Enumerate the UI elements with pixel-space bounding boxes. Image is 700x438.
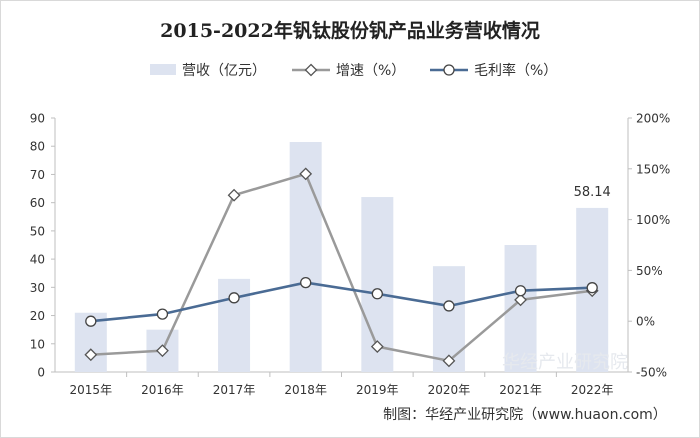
point-growth-rate xyxy=(84,348,98,362)
point-gross-margin xyxy=(443,300,455,312)
legend-swatch-revenue xyxy=(150,64,176,75)
point-growth-rate xyxy=(227,188,241,202)
source-note: 制图：华经产业研究院（www.huaon.com） xyxy=(383,407,667,423)
legend-swatch-growth-marker xyxy=(304,63,318,77)
right-axis-tick-label: 150% xyxy=(636,162,670,176)
x-axis-tick-label: 2016年 xyxy=(141,383,184,397)
left-axis-tick-label: 30 xyxy=(30,281,45,295)
left-axis-tick-label: 0 xyxy=(37,366,45,380)
left-axis-tick-label: 60 xyxy=(30,196,45,210)
left-axis-tick-label: 50 xyxy=(30,224,45,238)
watermark-text: 华经产业研究院 xyxy=(502,352,628,373)
left-axis-tick-label: 80 xyxy=(30,140,45,154)
legend: 营收（亿元） 增速（%） 毛利率（%） xyxy=(150,62,557,79)
point-growth-rate xyxy=(299,167,313,181)
point-gross-margin xyxy=(300,276,312,289)
legend-swatch-margin-marker xyxy=(443,64,455,76)
legend-label-growth: 增速（%） xyxy=(336,63,405,79)
left-axis-tick-label: 20 xyxy=(30,309,45,323)
right-axis-tick-label: 100% xyxy=(636,213,670,227)
x-axis-tick-label: 2018年 xyxy=(284,383,327,397)
x-axis-tick-label: 2020年 xyxy=(428,383,471,397)
point-growth-rate xyxy=(370,340,384,354)
left-axis-tick-label: 70 xyxy=(30,168,45,182)
right-axis-tick-label: 200% xyxy=(636,112,670,126)
chart-title: 2015-2022年钒钛股份钒产品业务营收情况 xyxy=(160,19,540,42)
point-growth-rate xyxy=(156,344,169,358)
x-axis-tick-label: 2022年 xyxy=(571,383,614,397)
right-axis-tick-label: -50% xyxy=(636,366,667,380)
point-gross-margin xyxy=(228,292,240,304)
bar-revenue xyxy=(432,266,465,372)
left-axis-tick-label: 90 xyxy=(30,112,45,126)
left-axis-tick-label: 40 xyxy=(30,253,45,267)
x-axis-tick-label: 2015年 xyxy=(70,383,113,397)
legend-label-revenue: 营收（亿元） xyxy=(182,63,266,79)
x-axis-tick-label: 2017年 xyxy=(213,383,256,397)
data-label: 58.14 xyxy=(574,185,611,200)
left-axis-tick-label: 10 xyxy=(30,337,45,351)
point-gross-margin xyxy=(514,285,527,297)
line-growth-rate xyxy=(90,172,593,363)
line-gross-margin xyxy=(90,281,593,323)
point-gross-margin xyxy=(156,308,169,320)
right-axis-tick-label: 50% xyxy=(636,264,663,278)
plot-area: 0 10 20 30 40 50 60 70 80 90 -50% 0% 50% 100% 150% 200%… xyxy=(30,112,671,398)
point-gross-margin xyxy=(371,288,383,300)
point-growth-rate xyxy=(442,354,456,368)
point-gross-margin xyxy=(586,282,598,294)
right-axis-tick-label: 0% xyxy=(636,315,655,329)
point-gross-margin xyxy=(85,315,97,327)
x-axis-tick-label: 2021年 xyxy=(499,383,542,397)
point-growth-rate xyxy=(514,293,527,307)
bar-revenue xyxy=(289,141,322,372)
legend-label-margin: 毛利率（%） xyxy=(474,62,557,79)
x-axis-tick-label: 2019年 xyxy=(356,383,399,397)
